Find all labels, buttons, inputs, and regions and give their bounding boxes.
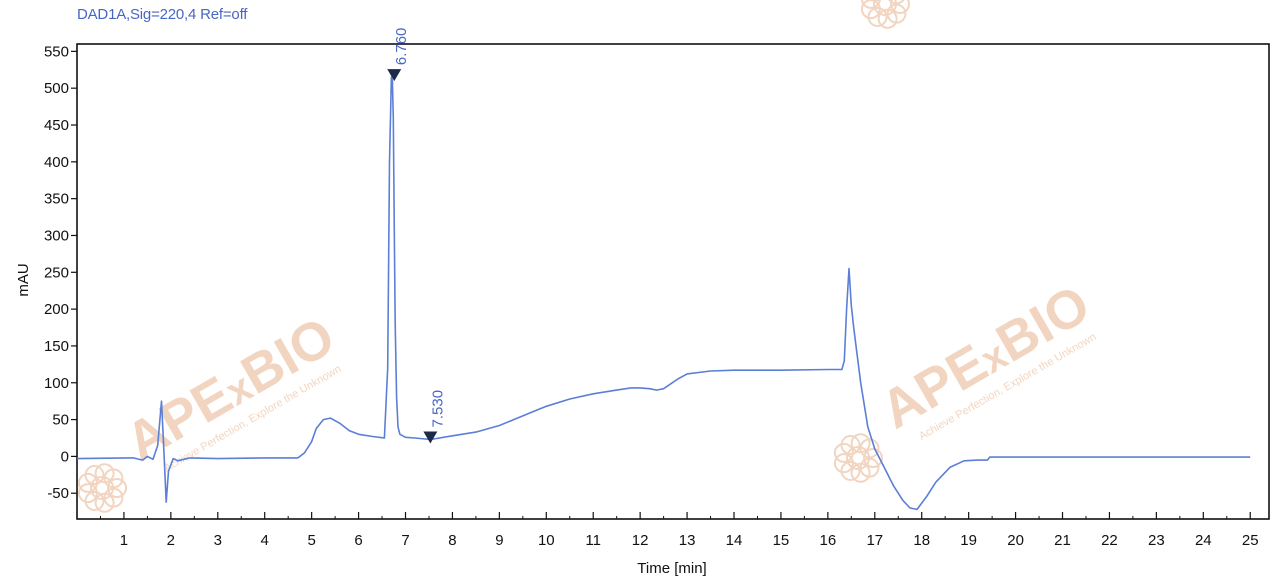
plot-frame xyxy=(76,43,1270,520)
signal-trace xyxy=(76,76,1251,511)
y-tick-label: 200 xyxy=(44,301,69,318)
y-tick-label: 0 xyxy=(61,448,69,465)
x-tick-label: 12 xyxy=(632,532,649,549)
peak-marker xyxy=(387,69,402,82)
x-tick-label: 6 xyxy=(354,532,362,549)
x-tick-label: 8 xyxy=(448,532,456,549)
x-tick-label: 25 xyxy=(1242,532,1259,549)
x-tick-label: 14 xyxy=(726,532,743,549)
x-tick-label: 23 xyxy=(1148,532,1165,549)
x-tick-label: 1 xyxy=(120,532,128,549)
x-tick-label: 11 xyxy=(585,532,601,549)
peak-label: 6.760 xyxy=(393,28,410,66)
x-tick-label: 16 xyxy=(820,532,837,549)
y-tick-label: 450 xyxy=(44,117,69,134)
x-tick-label: 22 xyxy=(1101,532,1118,549)
x-tick-label: 21 xyxy=(1054,532,1071,549)
x-tick-label: 13 xyxy=(679,532,696,549)
x-tick-label: 24 xyxy=(1195,532,1212,549)
x-tick-label: 19 xyxy=(960,532,977,549)
y-axis-label: mAU xyxy=(15,263,32,296)
x-axis-label: Time [min] xyxy=(637,560,706,577)
y-tick-label: 550 xyxy=(44,43,69,60)
y-tick-label: 500 xyxy=(44,80,69,97)
x-tick-label: 15 xyxy=(773,532,790,549)
x-tick-label: 3 xyxy=(214,532,222,549)
x-tick-label: 20 xyxy=(1007,532,1024,549)
y-axis: -50 0 50 100 150 200 250 300 350 400 450 500 550 xyxy=(44,43,77,502)
y-tick-label: 250 xyxy=(44,264,69,281)
peak-label: 7.530 xyxy=(429,390,446,428)
y-tick-label: 300 xyxy=(44,227,69,244)
y-tick-label: 350 xyxy=(44,191,69,208)
y-tick-label: 150 xyxy=(44,338,69,355)
x-tick-label: 7 xyxy=(401,532,409,549)
x-axis: 1 2 3 4 5 6 7 8 9 10 11 12 13 14 15 16 17 18 19 20 21 22 23 24 2… xyxy=(99,512,1259,549)
y-tick-label: 100 xyxy=(44,375,69,392)
x-tick-label: 4 xyxy=(261,532,269,549)
x-tick-label: 17 xyxy=(866,532,883,549)
y-tick-label: 50 xyxy=(52,412,69,429)
x-tick-label: 2 xyxy=(167,532,175,549)
x-tick-label: 18 xyxy=(913,532,930,549)
peak-marker xyxy=(423,431,438,444)
watermark-logo xyxy=(860,0,910,29)
signal-title: DAD1A,Sig=220,4 Ref=off xyxy=(77,6,248,23)
x-tick-label: 5 xyxy=(307,532,315,549)
peak-markers: 6.760 7.530 xyxy=(387,28,446,444)
x-tick-label: 9 xyxy=(495,532,503,549)
y-tick-label: -50 xyxy=(47,485,69,502)
y-tick-label: 400 xyxy=(44,154,69,171)
x-tick-label: 10 xyxy=(538,532,555,549)
